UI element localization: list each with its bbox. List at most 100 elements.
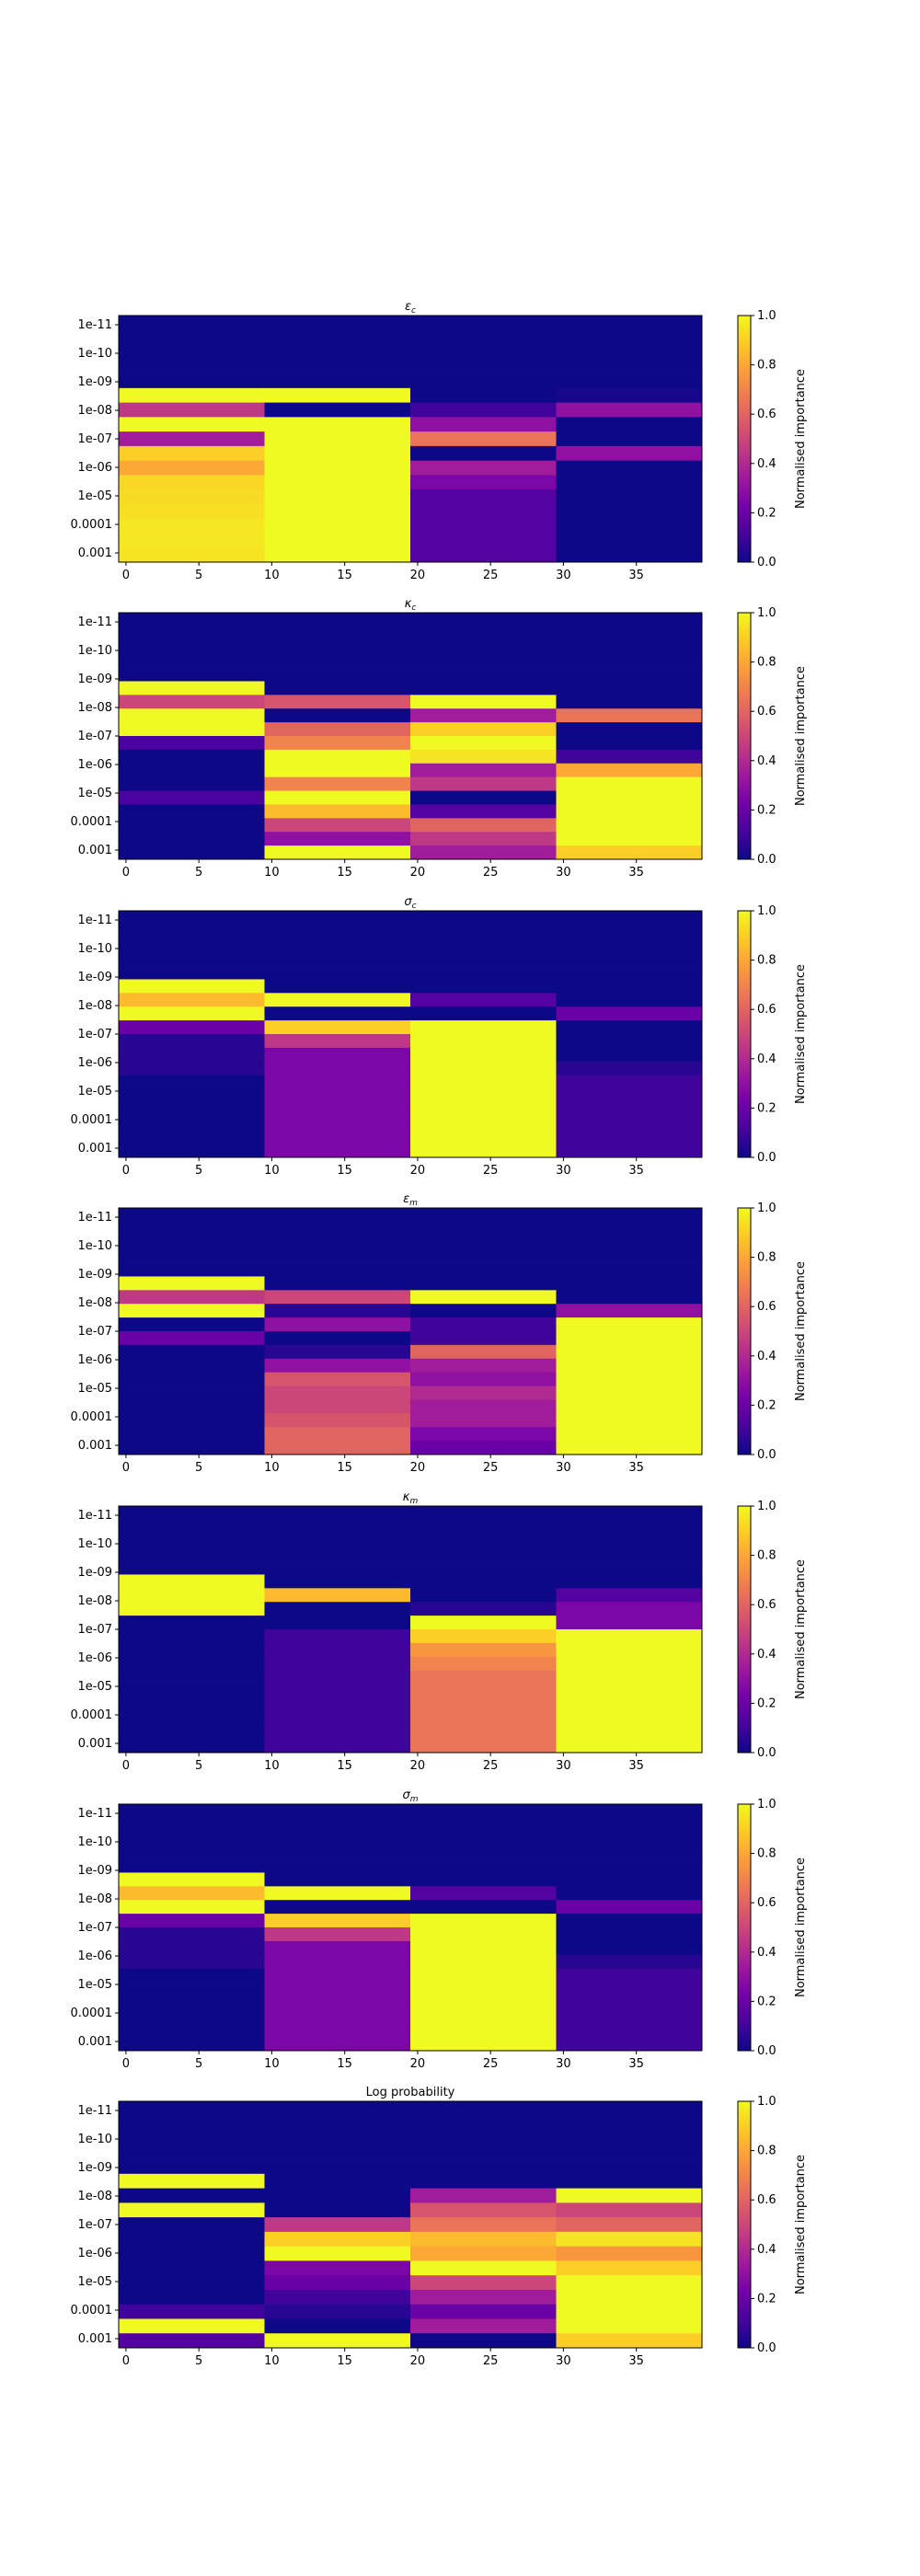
heatmap-cell: [119, 2188, 265, 2203]
y-tick-label: 1e-09: [77, 1864, 112, 1878]
panel-title-symbol: ε: [405, 300, 411, 314]
heatmap-cell: [119, 1858, 265, 1873]
heatmap-cell: [119, 965, 265, 980]
heatmap-cell: [264, 503, 411, 520]
heatmap-cell: [264, 993, 411, 1007]
heatmap-cells: [119, 911, 703, 1158]
heatmap-cell: [556, 1858, 703, 1873]
heatmap-cell: [410, 1317, 557, 1332]
panel-title-subscript: m: [409, 1199, 418, 1208]
heatmap-cell: [410, 993, 557, 1007]
heatmap-cell: [264, 1413, 411, 1428]
heatmap-cell: [264, 667, 411, 682]
x-tick-label: 20: [410, 866, 426, 880]
heatmap-cell: [119, 790, 265, 805]
y-tick-label: 1e-05: [77, 2275, 112, 2289]
heatmap-cell: [556, 626, 703, 641]
heatmap-cell: [410, 489, 557, 505]
y-tick-label: 0.0001: [71, 518, 113, 532]
colorbar-tick-label: 0.2: [757, 1101, 776, 1115]
heatmap-cell: [410, 475, 557, 490]
y-tick-label: 0.0001: [71, 1113, 113, 1127]
y-tick-label: 0.001: [78, 844, 112, 857]
heatmap-cell: [264, 818, 411, 833]
heatmap-cell: [119, 1817, 265, 1833]
x-tick-label: 25: [483, 866, 499, 880]
y-tick-label: 1e-07: [77, 2218, 112, 2232]
heatmap-cell: [119, 1358, 265, 1374]
heatmap-cell: [556, 1034, 703, 1049]
heatmap-cell: [556, 1344, 703, 1360]
heatmap-cell: [556, 708, 703, 723]
colorbar-frame: [737, 315, 752, 563]
y-tick-label: 1e-05: [77, 1382, 112, 1396]
heatmap-cell: [410, 1331, 557, 1346]
heatmap-cell: [410, 1088, 557, 1103]
x-tick-label: 20: [410, 1759, 426, 1773]
heatmap-cell: [264, 1616, 411, 1630]
heatmap-cell: [410, 1914, 557, 1928]
colorbar-tick-label: 1.0: [757, 606, 776, 620]
y-tick-label: 1e-06: [77, 1949, 112, 1963]
heatmap-cell: [264, 1386, 411, 1400]
heatmap-cell: [410, 626, 557, 641]
heatmap-cell: [556, 2217, 703, 2233]
colorbar-label: Normalised importance: [794, 964, 808, 1104]
y-tick-label: 1e-07: [77, 1028, 112, 1041]
x-tick-label: 15: [337, 2057, 352, 2071]
heatmap-cell: [119, 924, 265, 939]
heatmap-cell: [556, 965, 703, 980]
colorbar-tick-label: 0.4: [757, 2243, 776, 2257]
heatmap-cell: [556, 613, 703, 627]
heatmap-panel-7: Log probability 1e-11 1e-10 1e-09 1e-08 1e-07…: [71, 2086, 809, 2368]
heatmap-cell: [119, 1088, 265, 1103]
heatmap-cell: [410, 1427, 557, 1442]
heatmap-cell: [264, 1804, 411, 1819]
heatmap-cell: [264, 2101, 411, 2117]
y-tick-label: 1e-09: [77, 971, 112, 984]
y-tick-label: 0.001: [78, 1439, 112, 1453]
heatmap-cell: [556, 547, 703, 563]
colorbar-label: Normalised importance: [794, 369, 808, 509]
heatmap-cell: [410, 1221, 557, 1236]
heatmap-cell: [410, 1413, 557, 1428]
heatmap-cells: [119, 1506, 703, 1754]
heatmap-cell: [410, 653, 557, 668]
heatmap-cell: [556, 2318, 703, 2334]
heatmap-cell: [556, 374, 703, 389]
y-tick-label: 1e-07: [77, 432, 112, 446]
heatmap-cell: [264, 1519, 411, 1535]
heatmap-cell: [410, 1144, 557, 1158]
heatmap-cell: [119, 736, 265, 751]
colorbar-tick-label: 0.0: [757, 2044, 776, 2058]
heatmap-cell: [264, 1116, 411, 1131]
x-tick-label: 15: [337, 1164, 352, 1178]
heatmap-cell: [264, 1968, 411, 1983]
colorbar-tick-label: 1.0: [757, 1202, 776, 1215]
x-tick-label: 25: [483, 1759, 499, 1773]
heatmap-cell: [119, 804, 265, 819]
y-tick-label: 0.0001: [71, 2007, 113, 2020]
heatmap-cell: [119, 1427, 265, 1442]
heatmap-cell: [556, 1588, 703, 1603]
heatmap-cell: [119, 1221, 265, 1236]
heatmap-cell: [410, 547, 557, 563]
heatmap-cells: [119, 2101, 703, 2349]
x-tick-label: 0: [122, 2057, 130, 2071]
colorbar-tick-label: 0.8: [757, 1549, 776, 1563]
heatmap-cell: [556, 1413, 703, 1428]
heatmap-cells: [119, 613, 703, 860]
heatmap-cell: [410, 667, 557, 682]
colorbar-tick-label: 0.4: [757, 1648, 776, 1662]
x-tick-label: 35: [628, 1461, 644, 1475]
heatmap-cell: [410, 1262, 557, 1277]
heatmap-cell: [410, 1656, 557, 1672]
heatmap-cell: [556, 1697, 703, 1712]
panel-title: κm: [403, 1490, 419, 1506]
heatmap-cell: [556, 1399, 703, 1414]
heatmap-cell: [119, 951, 265, 966]
x-tick-label: 25: [483, 569, 499, 582]
heatmap-cell: [119, 1804, 265, 1819]
heatmap-cell: [119, 1900, 265, 1915]
heatmap-cell: [556, 790, 703, 805]
